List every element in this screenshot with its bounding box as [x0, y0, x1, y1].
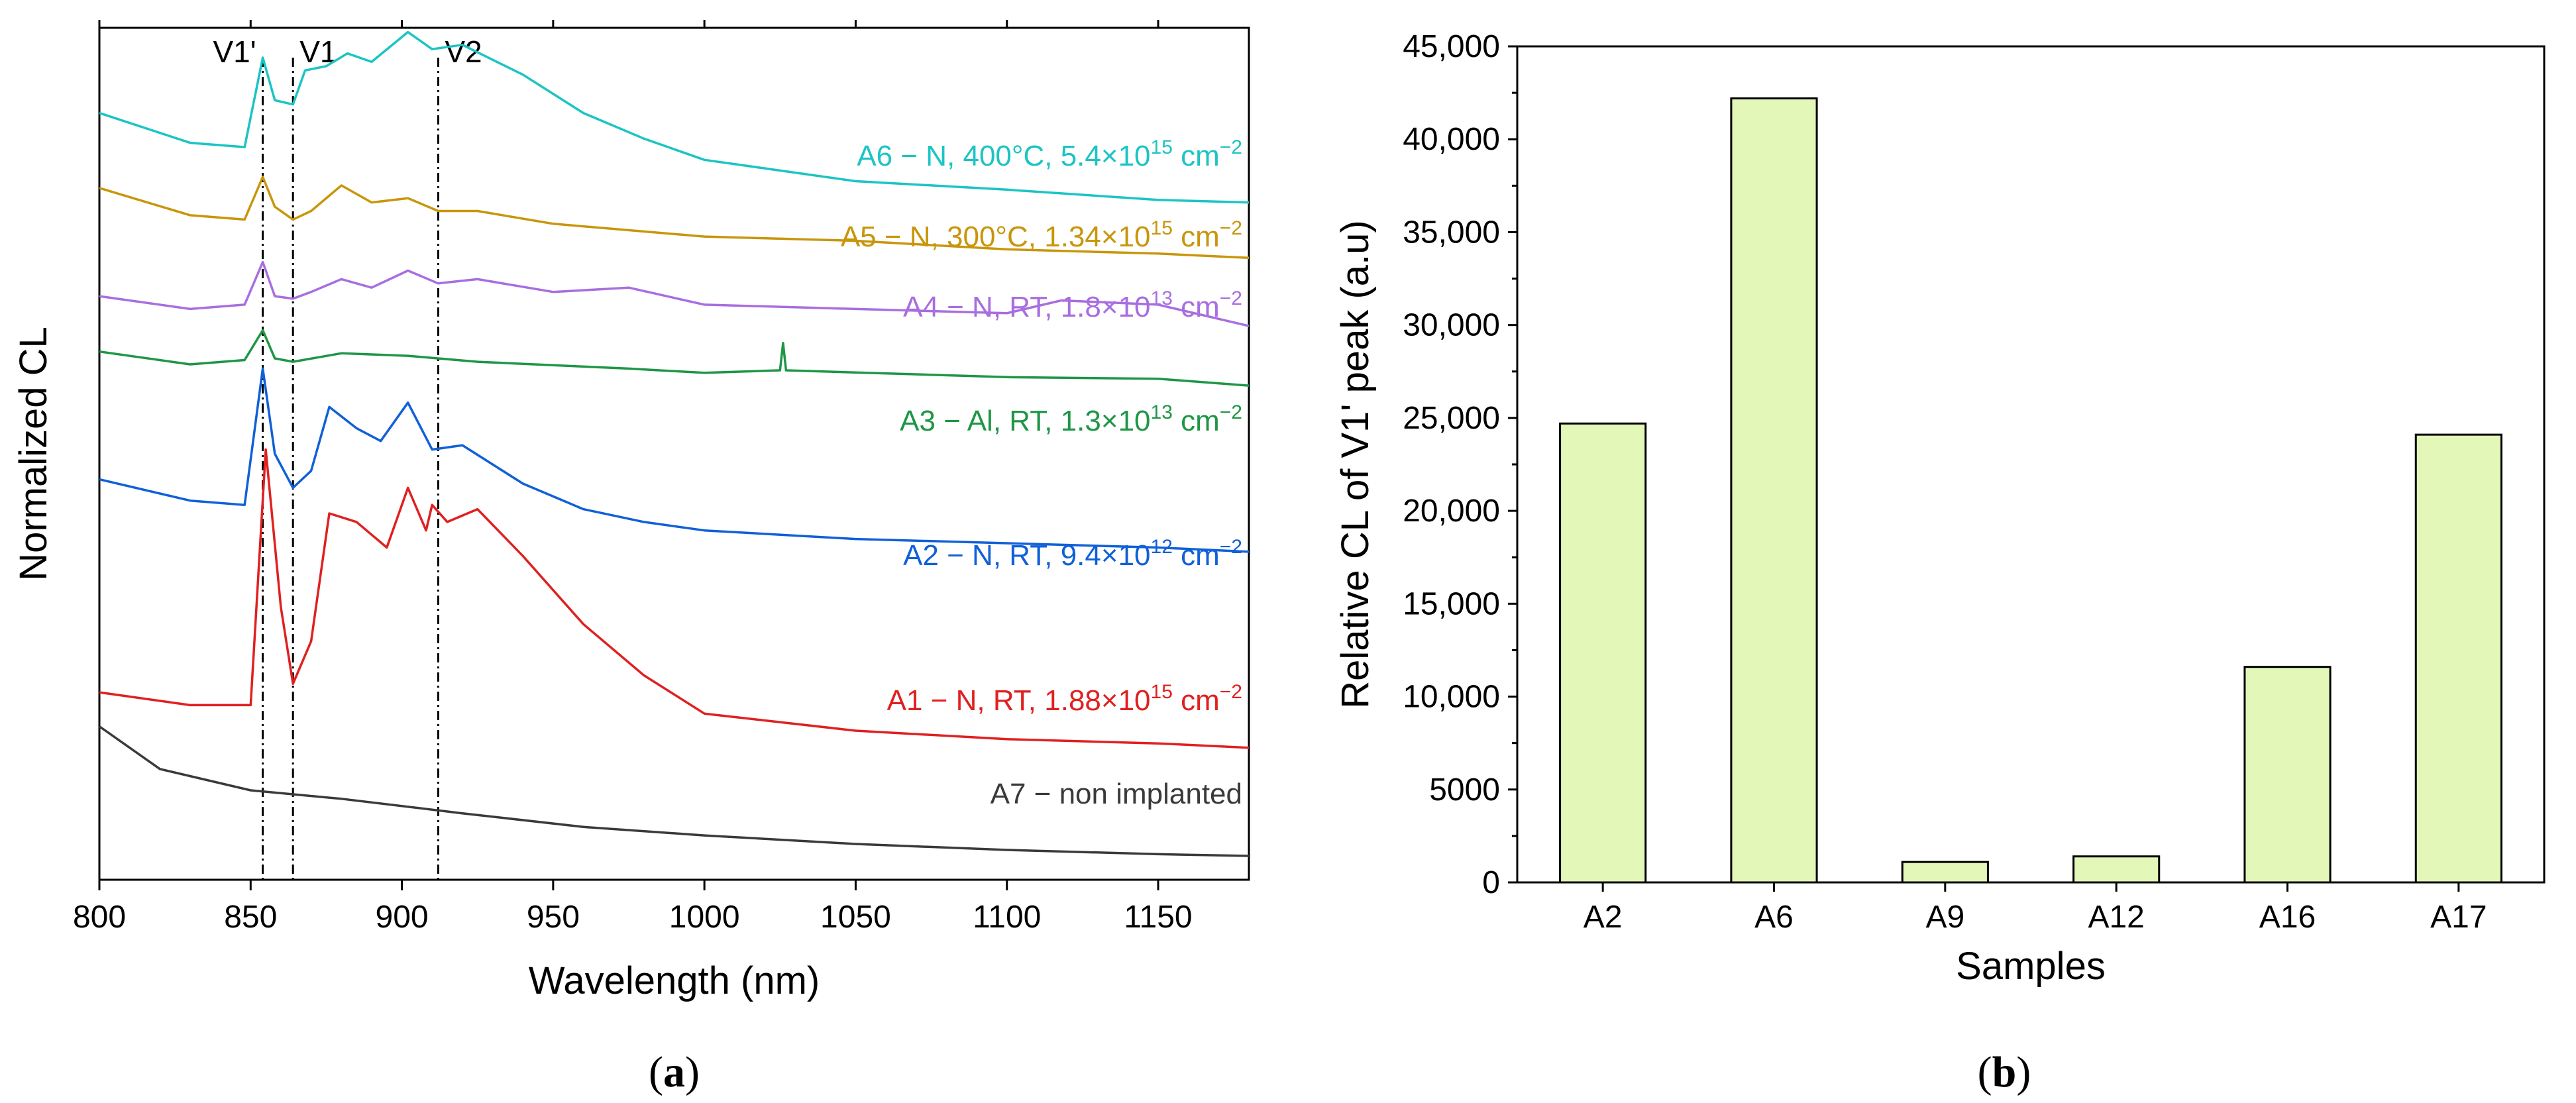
panel-label-b: (b)	[1978, 1048, 2031, 1096]
label-sup2: −2	[1220, 681, 1242, 703]
label-sup2: −2	[1220, 288, 1242, 309]
y-tick-label-15000: 15,000	[1403, 586, 1500, 621]
x-tick-label-850: 850	[224, 900, 277, 935]
letter: b	[1992, 1048, 2017, 1096]
letter: a	[663, 1048, 685, 1096]
label-unit: cm	[1173, 684, 1220, 717]
label-sup2: −2	[1220, 136, 1242, 158]
label-sup: 13	[1151, 401, 1173, 423]
x-tick-label-A12: A12	[2088, 900, 2144, 935]
bar-A12	[2072, 855, 2161, 884]
label-unit: cm	[1173, 539, 1220, 572]
x-axis-label-b: Samples	[1956, 945, 2106, 988]
x-tick-label-A6: A6	[1754, 900, 1794, 935]
plot-a-wavelength-cl: 800 850 900 950 1000 1050 1100 1150 Wavelength (…	[12, 20, 1250, 1096]
paren: (	[1978, 1048, 1992, 1096]
x-axis-label: Wavelength (nm)	[529, 959, 820, 1002]
x-tick-label-800: 800	[73, 900, 126, 935]
series-line-6	[98, 725, 1250, 857]
bar-A6	[1730, 97, 1818, 884]
label-sup2: −2	[1220, 401, 1242, 423]
plot-a-frame	[98, 26, 1250, 881]
label-sup2: −2	[1220, 536, 1242, 558]
bar-A9	[1901, 861, 1989, 884]
x-tick-label-A9: A9	[1925, 900, 1964, 935]
series-line-2	[99, 260, 1250, 327]
x-tick-label-A17: A17	[2430, 900, 2487, 935]
label-base: A5 − N, 300°C, 1.34×10	[841, 221, 1151, 253]
series-label-0: A6 − N, 400°C, 5.4×1015 cm−2	[857, 136, 1242, 172]
panel-label-a: (a)	[649, 1048, 700, 1096]
series-line-1	[99, 176, 1250, 259]
series-label-1: A5 − N, 300°C, 1.34×1015 cm−2	[841, 217, 1242, 253]
bar-A16	[2243, 666, 2332, 884]
series-label-5: A1 − N, RT, 1.88×1015 cm−2	[887, 681, 1242, 717]
series-label-3: A3 − Al, RT, 1.3×1013 cm−2	[900, 401, 1242, 437]
x-tick-label-950: 950	[527, 900, 580, 935]
plot-b-frame	[1516, 45, 2546, 884]
paren: (	[649, 1048, 663, 1096]
y-tick-label-10000: 10,000	[1403, 680, 1500, 715]
label-sup: 15	[1151, 217, 1173, 239]
label-unit: cm	[1173, 291, 1220, 323]
series-label-6: A7 − non implanted	[991, 778, 1242, 810]
y-tick-label-30000: 30,000	[1403, 308, 1500, 343]
label-unit: cm	[1173, 405, 1220, 437]
label-base: A1 − N, RT, 1.88×10	[887, 684, 1151, 717]
label-base: A7 − non implanted	[991, 778, 1242, 810]
plot-b-relative-cl-bar: 0 5000 10,000 15,000 20,000 25,000 30,000 35,00…	[1334, 29, 2546, 1096]
y-tick-label-45000: 45,000	[1403, 29, 1500, 64]
label-sup: 15	[1151, 681, 1173, 703]
bar-A2	[1559, 422, 1647, 884]
series-line-5	[99, 448, 1250, 749]
x-tick-label-900: 900	[376, 900, 429, 935]
series-line-0	[99, 30, 1250, 204]
y-tick-label-25000: 25,000	[1403, 401, 1500, 436]
x-tick-label-A16: A16	[2259, 900, 2316, 935]
label-unit: cm	[1173, 140, 1220, 172]
label-sup: 12	[1151, 536, 1173, 558]
x-tick-label-1150: 1150	[1124, 900, 1192, 935]
y-axis-label: Normalized CL	[12, 327, 55, 581]
series-line-4	[99, 367, 1250, 553]
label-base: A2 − N, RT, 9.4×10	[903, 539, 1150, 572]
label-sup2: −2	[1220, 217, 1242, 239]
paren: )	[2016, 1048, 2031, 1096]
series-line-3	[99, 329, 1250, 387]
x-tick-label-1050: 1050	[820, 900, 891, 935]
x-tick-label-1100: 1100	[973, 900, 1041, 935]
label-unit: cm	[1173, 221, 1220, 253]
y-tick-label-20000: 20,000	[1403, 494, 1500, 529]
y-axis-label-b: Relative CL of V1' peak (a.u)	[1334, 220, 1377, 709]
x-tick-label-1000: 1000	[669, 900, 740, 935]
label-sup: 13	[1151, 288, 1173, 309]
label-base: A6 − N, 400°C, 5.4×10	[857, 140, 1150, 172]
label-sup: 15	[1151, 136, 1173, 158]
bar-A17	[2414, 433, 2502, 884]
y-tick-label-5000: 5000	[1429, 772, 1500, 808]
series-label-4: A2 − N, RT, 9.4×1012 cm−2	[903, 536, 1242, 572]
label-base: A4 − N, RT, 1.8×10	[903, 291, 1150, 323]
x-tick-label-A2: A2	[1583, 900, 1623, 935]
paren: )	[685, 1048, 700, 1096]
y-tick-label-0: 0	[1482, 865, 1500, 900]
label-base: A3 − Al, RT, 1.3×10	[900, 405, 1150, 437]
series-label-2: A4 − N, RT, 1.8×1013 cm−2	[903, 288, 1242, 323]
y-tick-label-35000: 35,000	[1403, 215, 1500, 250]
ref-label-V1p: V1'	[213, 34, 256, 69]
y-tick-label-40000: 40,000	[1403, 122, 1500, 157]
